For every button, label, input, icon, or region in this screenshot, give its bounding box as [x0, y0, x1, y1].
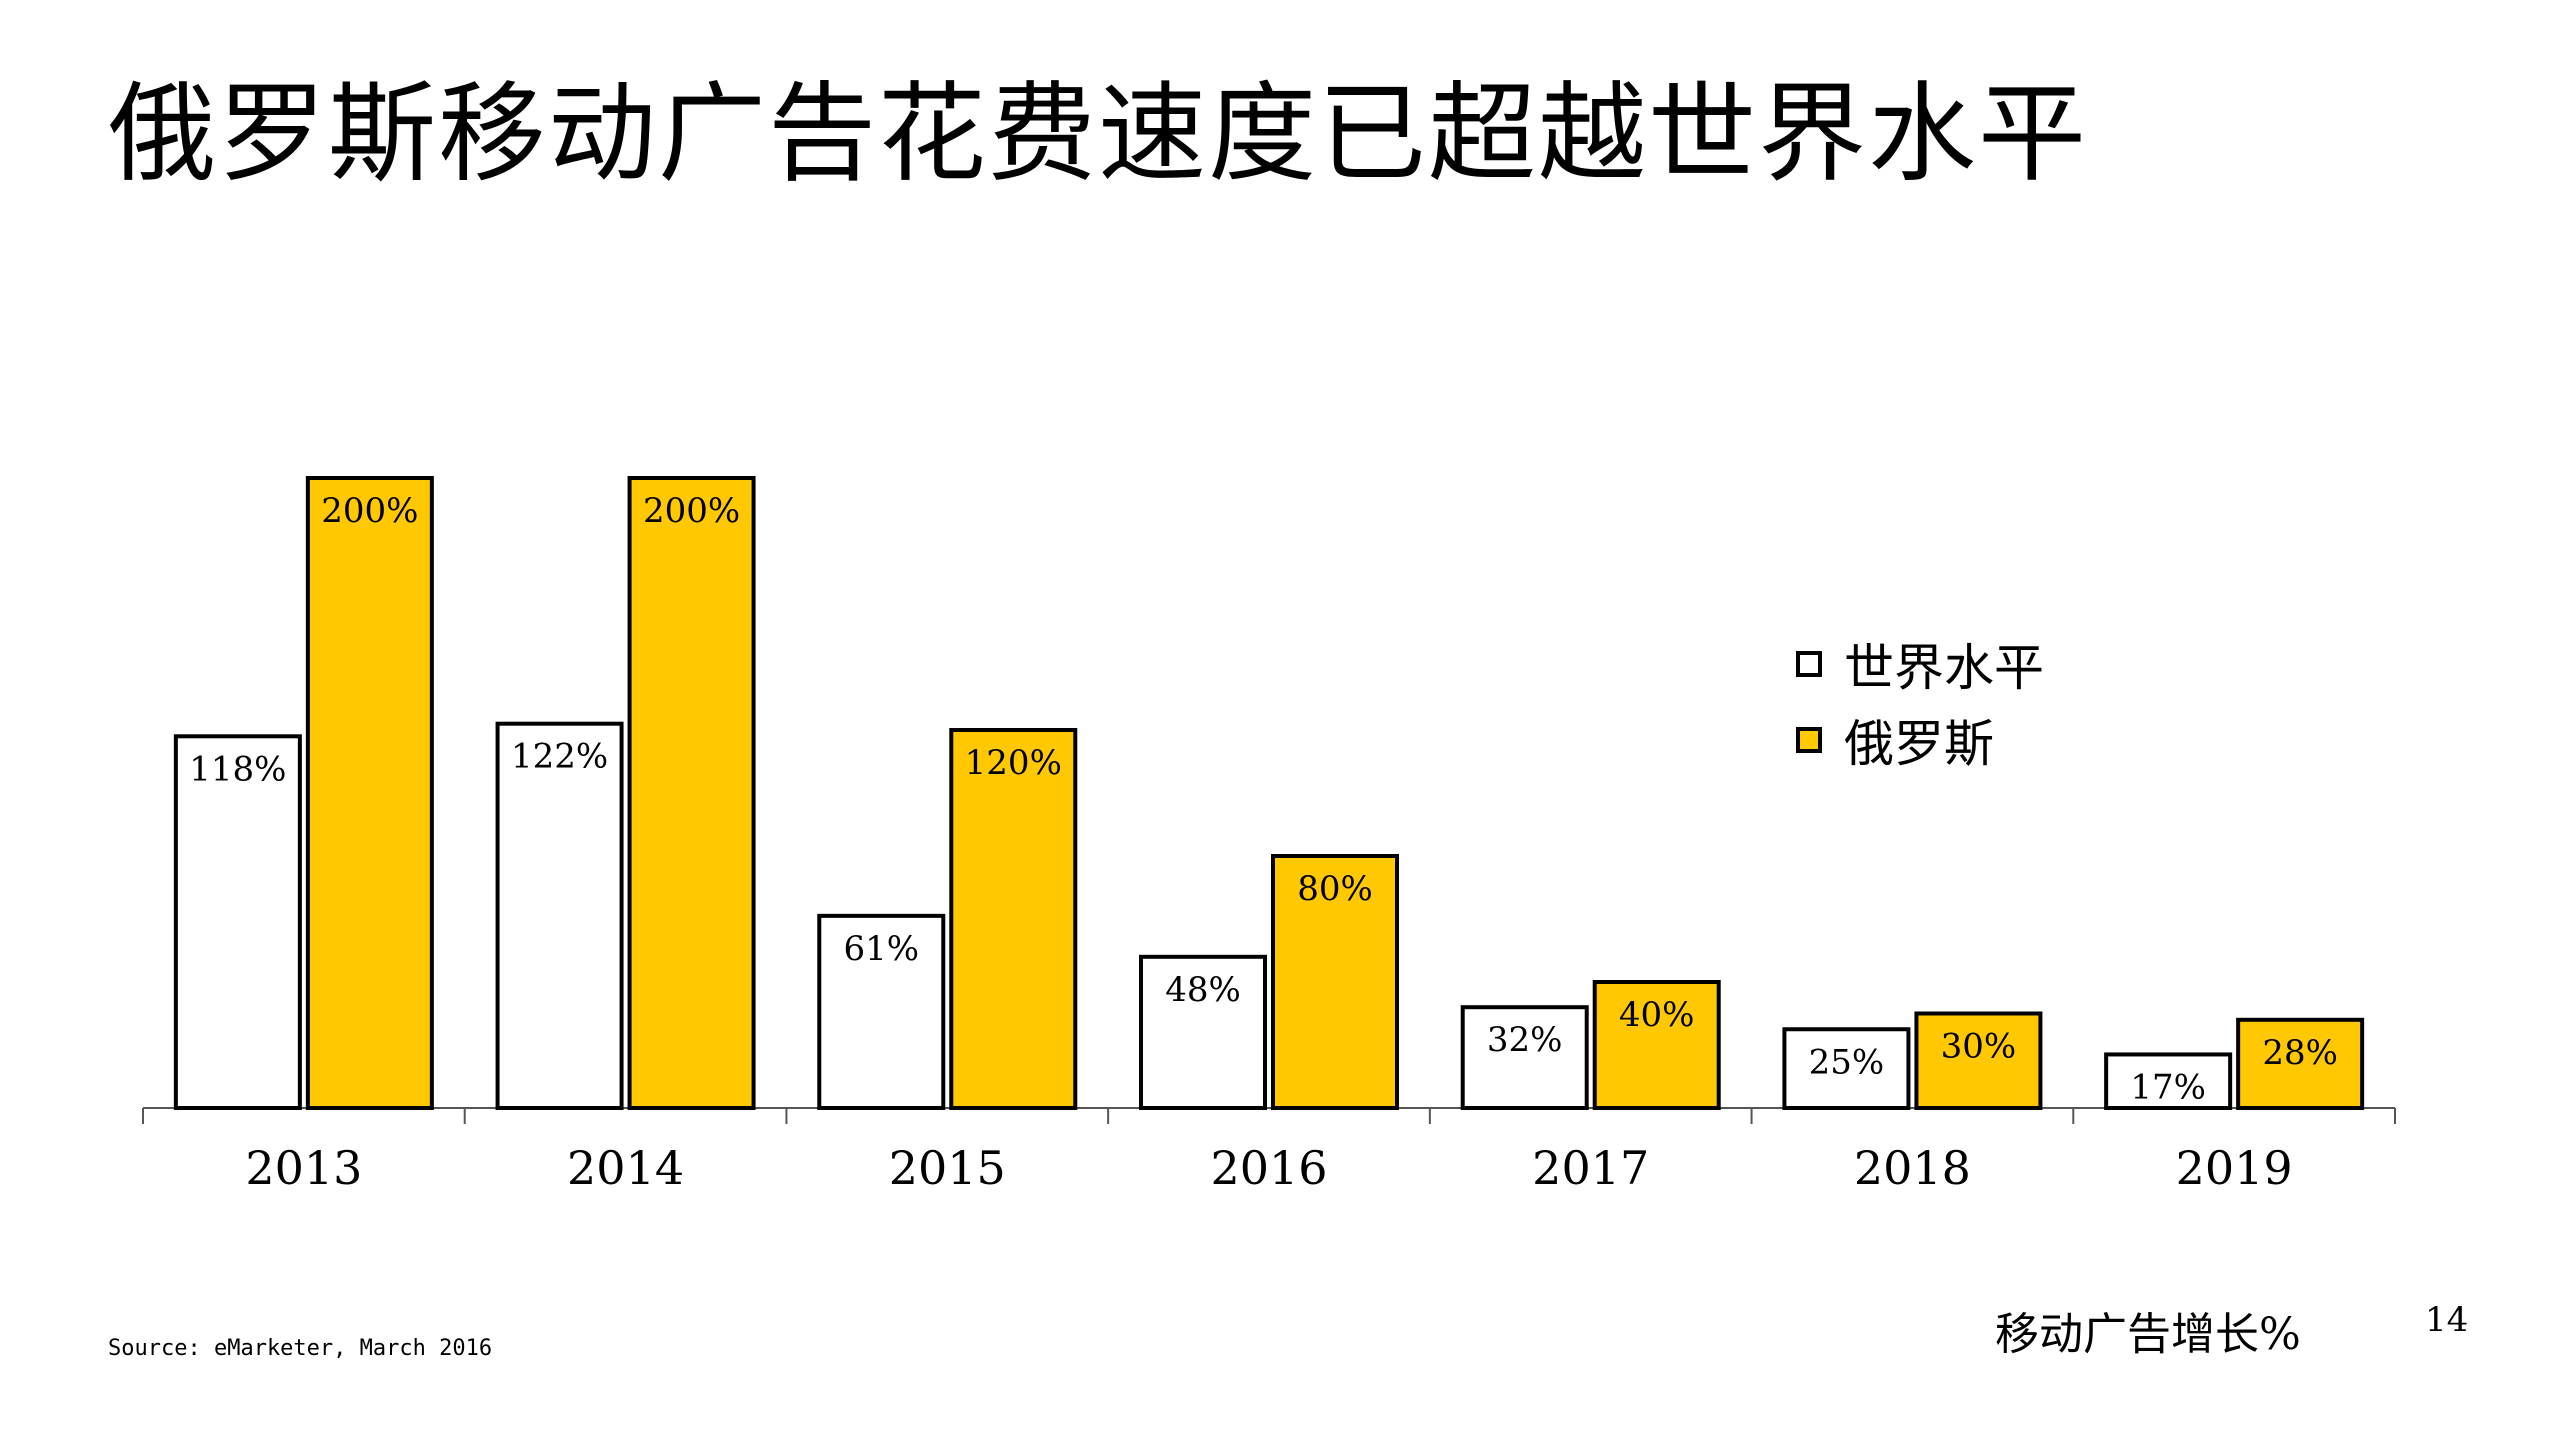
data-label-russia-2018: 30%	[1941, 1027, 2017, 1067]
x-tick-label-2015: 2015	[889, 1141, 1006, 1195]
bar-world-2018	[1782, 1027, 1911, 1110]
data-label-world-2014: 122%	[511, 737, 608, 777]
bar-world-2015	[817, 913, 946, 1110]
source-note: Source: eMarketer, March 2016	[108, 1336, 493, 1361]
x-tick-label-2018: 2018	[1854, 1141, 1971, 1195]
data-label-world-2015: 61%	[843, 929, 919, 969]
bar-world-2019	[2104, 1052, 2233, 1110]
x-tick-label-2014: 2014	[567, 1141, 684, 1195]
data-label-world-2018: 25%	[1809, 1042, 1885, 1082]
bar-world-2013	[173, 734, 302, 1110]
bar-russia-2015	[949, 728, 1078, 1110]
page-number: 14	[2425, 1300, 2469, 1340]
bar-world-2017	[1460, 1005, 1589, 1111]
data-label-world-2017: 32%	[1487, 1020, 1563, 1060]
bar-world-2014	[495, 721, 624, 1110]
legend-label-russia: 俄罗斯	[1844, 715, 1994, 773]
x-tick-label-2017: 2017	[1532, 1141, 1649, 1195]
data-label-russia-2013: 200%	[321, 491, 418, 531]
bar-russia-2014	[627, 476, 756, 1110]
bar-world-2016	[1139, 954, 1267, 1110]
bar-russia-2016	[1271, 854, 1399, 1110]
chart-legend: 世界水平 俄罗斯	[1796, 626, 2044, 778]
data-label-russia-2016: 80%	[1297, 869, 1373, 909]
x-tick-label-2016: 2016	[1210, 1141, 1327, 1195]
data-label-world-2013: 118%	[189, 749, 286, 789]
x-tick-label-2019: 2019	[2176, 1141, 2293, 1195]
data-label-russia-2015: 120%	[965, 743, 1062, 783]
page-title: 俄罗斯移动广告花费速度已超越世界水平	[108, 72, 2089, 197]
data-label-world-2016: 48%	[1165, 970, 1241, 1010]
unit-label: 移动广告增长%	[1995, 1309, 2301, 1360]
x-tick-label-2013: 2013	[245, 1141, 362, 1195]
legend-swatch-world	[1796, 651, 1822, 677]
bar-russia-2017	[1592, 980, 1721, 1110]
legend-swatch-russia	[1796, 727, 1822, 753]
data-label-russia-2017: 40%	[1619, 995, 1695, 1035]
legend-item-russia: 俄罗斯	[1796, 702, 2044, 778]
bar-russia-2019	[2236, 1017, 2365, 1110]
data-label-russia-2019: 28%	[2262, 1033, 2338, 1073]
bar-russia-2013	[305, 476, 434, 1110]
bar-russia-2018	[1914, 1011, 2043, 1110]
legend-label-world: 世界水平	[1844, 639, 2044, 697]
legend-item-world: 世界水平	[1796, 626, 2044, 702]
data-label-world-2019: 17%	[2130, 1067, 2206, 1107]
data-label-russia-2014: 200%	[643, 491, 740, 531]
